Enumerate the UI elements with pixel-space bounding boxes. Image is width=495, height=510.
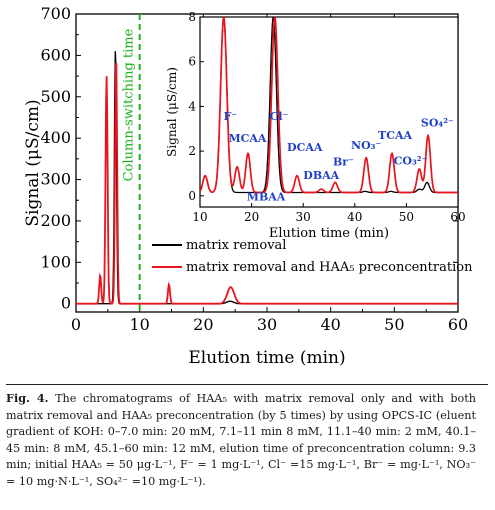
inset-y-axis-label: Signal (μS/cm) (165, 67, 179, 157)
inset-x-tick-label: 10 (192, 210, 207, 224)
main-chart: 0 10 20 30 40 50 600100200300400500600700Eluti… (23, 4, 473, 368)
inset-y-tick-label: 0 (188, 189, 196, 203)
legend-label: matrix removal (186, 238, 286, 253)
inset-x-tick-label: 30 (296, 210, 311, 224)
peak-annotation: Cl⁻ (270, 110, 289, 123)
caption-label: Fig. 4. (6, 391, 49, 405)
y-tick-label: 500 (40, 87, 71, 106)
x-tick-label: 50 (384, 315, 404, 334)
inset-plot-frame (199, 16, 459, 208)
inset-traces (200, 17, 458, 194)
inset-y-tick-label: 6 (188, 55, 196, 69)
y-tick-label: 200 (40, 211, 71, 230)
inset-y-tick-label: 8 (188, 10, 196, 24)
peak-annotation: NO₃⁻ (351, 139, 381, 152)
x-tick-label: 40 (320, 315, 340, 334)
x-tick-label: 10 (129, 315, 149, 334)
x-axis-label: Elution time (min) (188, 348, 345, 368)
x-tick-label: 60 (448, 315, 468, 334)
y-tick-label: 0 (61, 294, 71, 313)
y-tick-label: 100 (40, 252, 71, 271)
inset-x-tick-label: 20 (244, 210, 259, 224)
inset-x-tick-label: 50 (399, 210, 414, 224)
figure-caption: Fig. 4. The chromatograms of HAA₅ with m… (6, 390, 476, 490)
peak-annotation: TCAA (378, 129, 412, 142)
y-axis-label: Signal (μS/cm) (23, 99, 43, 226)
chromatogram-figure: 0 10 20 30 40 50 600100200300400500600700Eluti… (23, 4, 473, 368)
y-tick-label: 400 (40, 128, 71, 147)
peak-annotation: MCAA (228, 132, 266, 145)
inset-x-tick-label: 60 (450, 210, 465, 224)
y-tick-label: 300 (40, 170, 71, 189)
x-tick-label: 0 (71, 315, 81, 334)
y-tick-label: 700 (40, 4, 71, 23)
legend-label: matrix removal and HAA₅ preconcentration (186, 260, 473, 275)
x-tick-label: 30 (257, 315, 277, 334)
peak-annotation: MBAA (247, 190, 286, 203)
peak-annotation: SO₄²⁻ (421, 117, 454, 130)
peak-annotation: DBAA (303, 169, 339, 182)
caption-top-rule (6, 384, 488, 385)
inset-x-tick-label: 40 (347, 210, 362, 224)
y-tick-label: 600 (40, 45, 71, 64)
column-switch-label: Column-switching time (122, 28, 137, 181)
main-series-line (76, 63, 458, 305)
inset-y-tick-label: 4 (188, 99, 196, 113)
peak-annotation: F⁻ (224, 110, 238, 123)
inset-chart: 10 20 30 40 50 60 0 2 4 6 8 Elution time (min) Signa… (165, 10, 466, 241)
peak-annotation: CO₃²⁻ (394, 155, 428, 168)
inset-y-tick-label: 2 (188, 144, 196, 158)
peak-annotation: Br⁻ (333, 156, 354, 169)
caption-text: The chromatograms of HAA₅ with matrix re… (6, 392, 476, 488)
x-tick-label: 20 (193, 315, 213, 334)
inset-x-axis-label: Elution time (min) (269, 226, 389, 241)
inset-series-line (200, 17, 458, 194)
peak-annotation: DCAA (287, 141, 323, 154)
